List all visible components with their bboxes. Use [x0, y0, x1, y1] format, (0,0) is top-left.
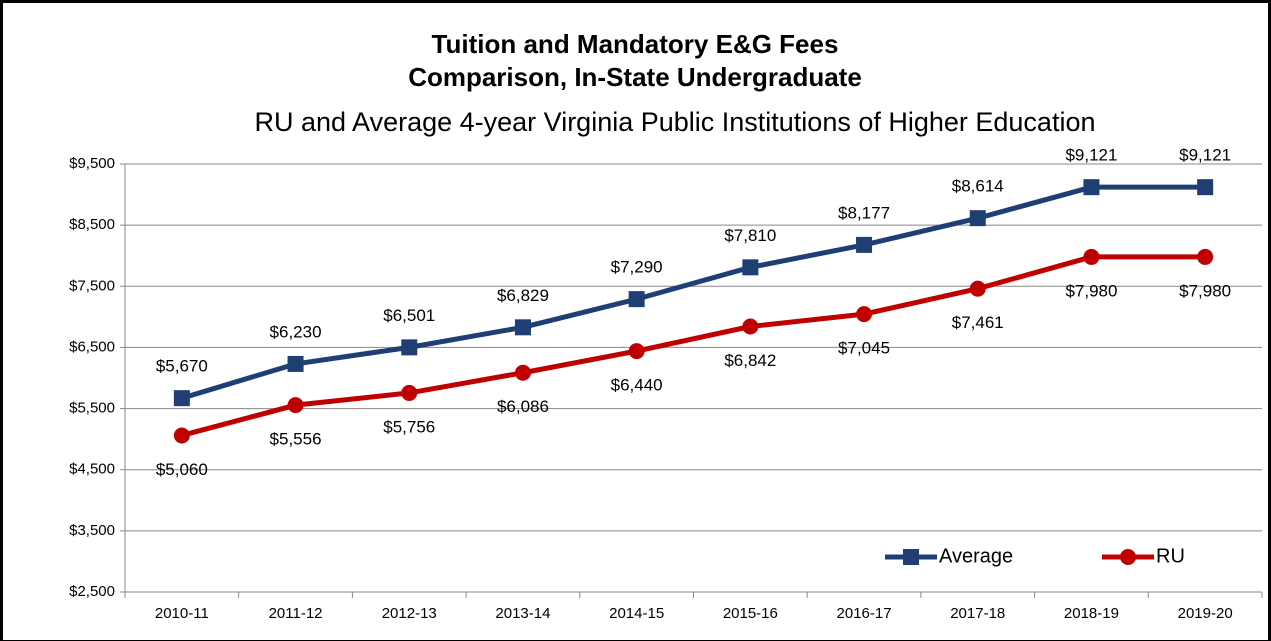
data-point: [287, 397, 304, 414]
x-tick-label: 2012-13: [382, 605, 437, 622]
x-tick-label: 2010-11: [155, 605, 209, 622]
data-label: $7,461: [952, 313, 1004, 332]
x-tick-label: 2019-20: [1178, 605, 1233, 622]
data-point: [1197, 248, 1214, 265]
data-label: $8,614: [952, 177, 1004, 196]
data-point: [969, 210, 986, 227]
data-label: $9,121: [1179, 146, 1231, 165]
data-point: [1083, 248, 1100, 265]
data-label: $6,501: [383, 306, 435, 325]
data-point: [628, 343, 645, 360]
series-line: [181, 254, 1206, 438]
legend-label: RU: [1156, 545, 1185, 567]
data-point: [1083, 179, 1100, 196]
y-tick-label: $6,500: [69, 338, 115, 355]
data-label: $6,230: [270, 322, 322, 341]
data-point: [401, 384, 418, 401]
data-point: [173, 390, 190, 407]
data-label: $7,980: [1065, 281, 1117, 300]
data-point: [742, 318, 759, 335]
data-point: [969, 280, 986, 297]
data-point: [287, 355, 304, 372]
data-label: $7,810: [724, 226, 776, 245]
data-label: $5,670: [156, 357, 208, 376]
data-label: $6,842: [724, 351, 776, 370]
y-tick-label: $4,500: [69, 461, 115, 478]
data-point: [514, 319, 531, 336]
data-label: $5,556: [270, 430, 322, 449]
data-label: $9,121: [1065, 146, 1117, 165]
x-tick-label: 2018-19: [1064, 605, 1119, 622]
y-tick-label: $7,500: [69, 277, 115, 294]
data-label: $6,086: [497, 397, 549, 416]
series-line: [181, 184, 1206, 401]
y-tick-label: $5,500: [69, 400, 115, 417]
legend-label: Average: [939, 545, 1013, 567]
data-label: $6,829: [497, 286, 549, 305]
data-point: [856, 306, 873, 323]
data-label: $5,060: [156, 460, 208, 479]
legend-marker: [1120, 549, 1136, 565]
x-tick-label: 2014-15: [609, 605, 664, 622]
x-tick-label: 2013-14: [495, 605, 550, 622]
x-tick-label: 2011-12: [269, 605, 323, 622]
data-label: $7,045: [838, 339, 890, 358]
y-tick-label: $3,500: [69, 522, 115, 539]
data-point: [401, 339, 418, 356]
y-tick-label: $2,500: [69, 583, 115, 600]
data-label: $8,177: [838, 203, 890, 222]
x-tick-label: 2017-18: [950, 605, 1005, 622]
data-label: $6,440: [611, 376, 663, 395]
y-tick-label: $8,500: [69, 216, 115, 233]
data-label: $5,756: [383, 417, 435, 436]
data-point: [514, 364, 531, 381]
legend-marker: [903, 549, 919, 565]
x-tick-label: 2016-17: [837, 605, 892, 622]
data-label: $7,290: [611, 258, 663, 277]
data-point: [173, 427, 190, 444]
data-point: [742, 259, 759, 276]
chart-title: Comparison, In-State Undergraduate: [408, 62, 862, 92]
data-label: $7,980: [1179, 281, 1231, 300]
chart-title: Tuition and Mandatory E&G Fees: [432, 29, 839, 59]
data-point: [1197, 179, 1214, 196]
chart-subtitle: RU and Average 4-year Virginia Public In…: [255, 107, 1096, 137]
data-point: [628, 291, 645, 308]
data-point: [856, 236, 873, 253]
y-tick-label: $9,500: [69, 155, 115, 172]
x-tick-label: 2015-16: [723, 605, 778, 622]
